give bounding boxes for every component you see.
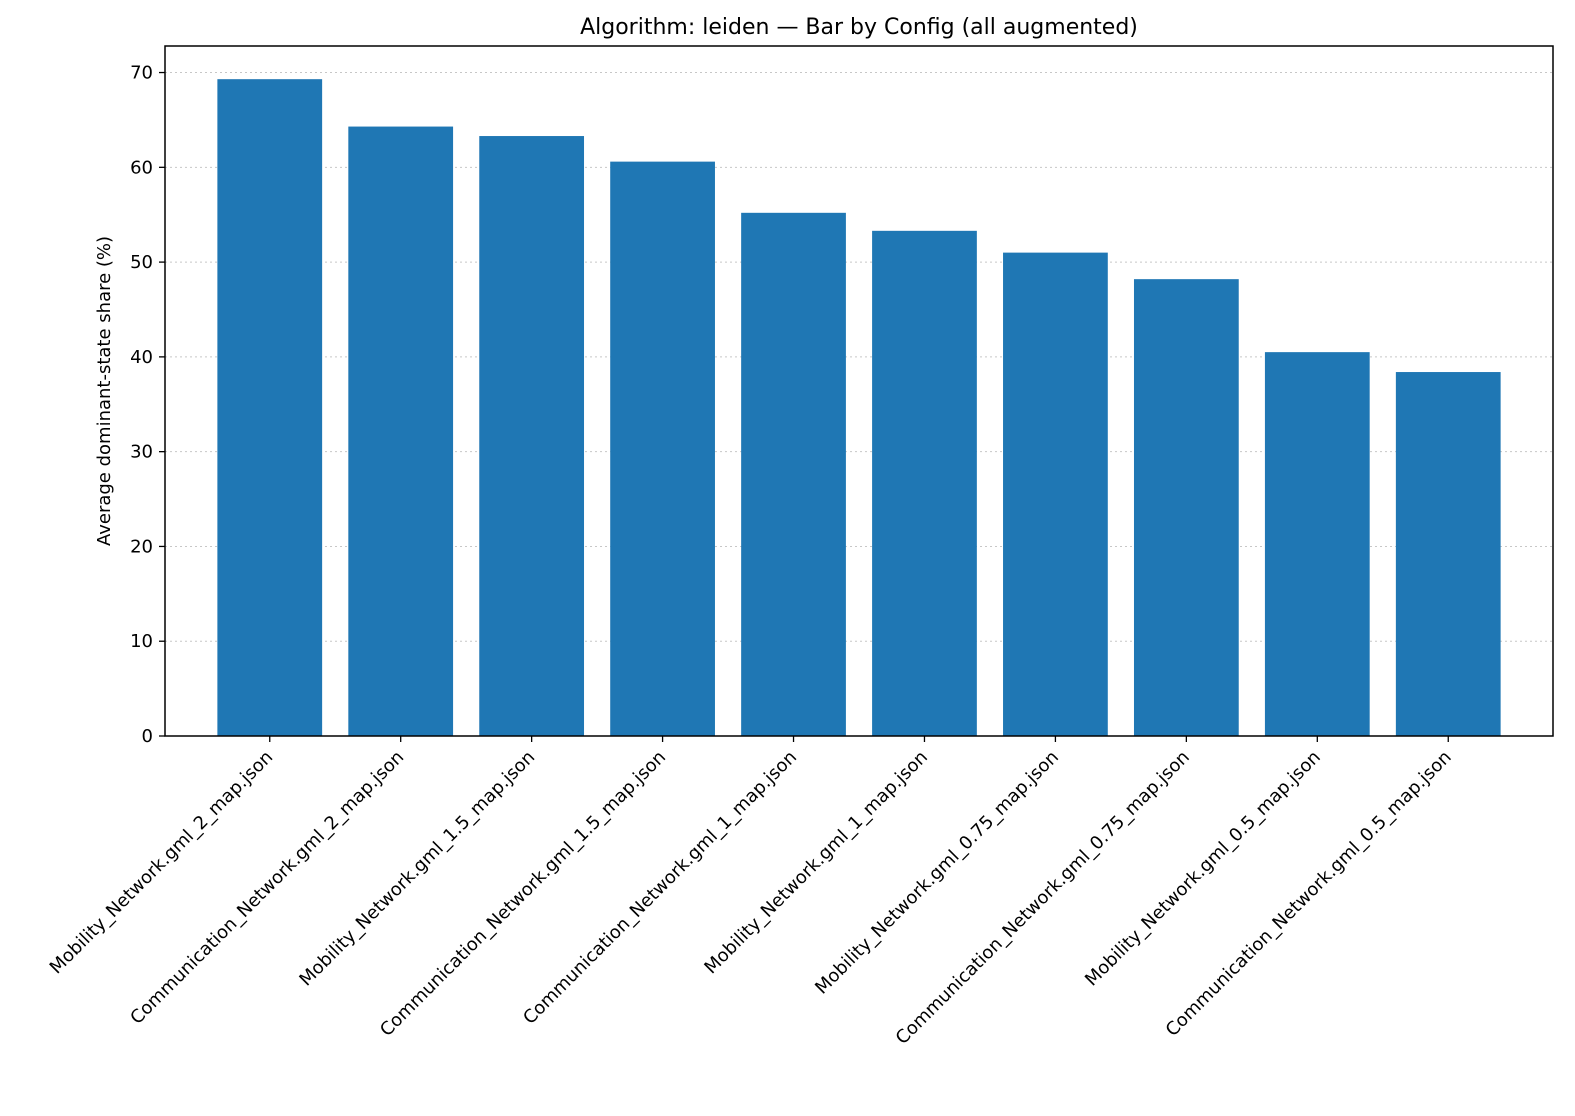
bar bbox=[1003, 252, 1108, 736]
y-tick-label: 0 bbox=[142, 726, 153, 747]
x-tick-label: Communication_Network.gml_0.75_map.json bbox=[892, 747, 1194, 1049]
bar bbox=[1264, 352, 1370, 736]
x-tick-label: Mobility_Network.gml_0.75_map.json bbox=[811, 747, 1063, 999]
bar bbox=[348, 126, 454, 737]
x-axis: Mobility_Network.gml_2_map.jsonCommunica… bbox=[46, 736, 1456, 1049]
y-tick-label: 40 bbox=[130, 347, 153, 368]
x-tick-label: Communication_Network.gml_1_map.json bbox=[519, 747, 801, 1029]
y-tick-label: 20 bbox=[130, 536, 153, 557]
x-tick-label: Communication_Network.gml_0.5_map.json bbox=[1162, 747, 1456, 1041]
plot-frame bbox=[164, 45, 1554, 737]
x-tick-label: Mobility_Network.gml_1_map.json bbox=[700, 747, 932, 979]
x-tick-label: Communication_Network.gml_2_map.json bbox=[126, 747, 408, 1029]
y-axis-label: Average dominant-state share (%) bbox=[94, 236, 115, 546]
bars bbox=[217, 79, 1501, 737]
y-tick-label: 10 bbox=[130, 631, 153, 652]
bar bbox=[872, 230, 977, 737]
y-axis: 0 10 20 30 40 50 60 70 bbox=[130, 63, 165, 747]
bar bbox=[741, 212, 846, 737]
x-tick-label: Mobility_Network.gml_1.5_map.json bbox=[295, 747, 539, 991]
bar bbox=[479, 136, 585, 737]
x-tick-label: Mobility_Network.gml_0.5_map.json bbox=[1081, 747, 1325, 991]
chart-title: Algorithm: leiden — Bar by Config (all a… bbox=[580, 15, 1138, 40]
y-tick-label: 30 bbox=[130, 442, 153, 463]
x-tick-label: Mobility_Network.gml_2_map.json bbox=[46, 747, 278, 979]
bar bbox=[217, 79, 323, 736]
bar bbox=[610, 161, 715, 737]
bar bbox=[1133, 279, 1239, 736]
bar bbox=[1395, 372, 1501, 736]
y-tick-label: 60 bbox=[130, 157, 153, 178]
x-tick-label: Communication_Network.gml_1.5_map.json bbox=[376, 747, 670, 1041]
y-tick-label: 50 bbox=[130, 252, 153, 273]
y-tick-label: 70 bbox=[130, 63, 153, 84]
